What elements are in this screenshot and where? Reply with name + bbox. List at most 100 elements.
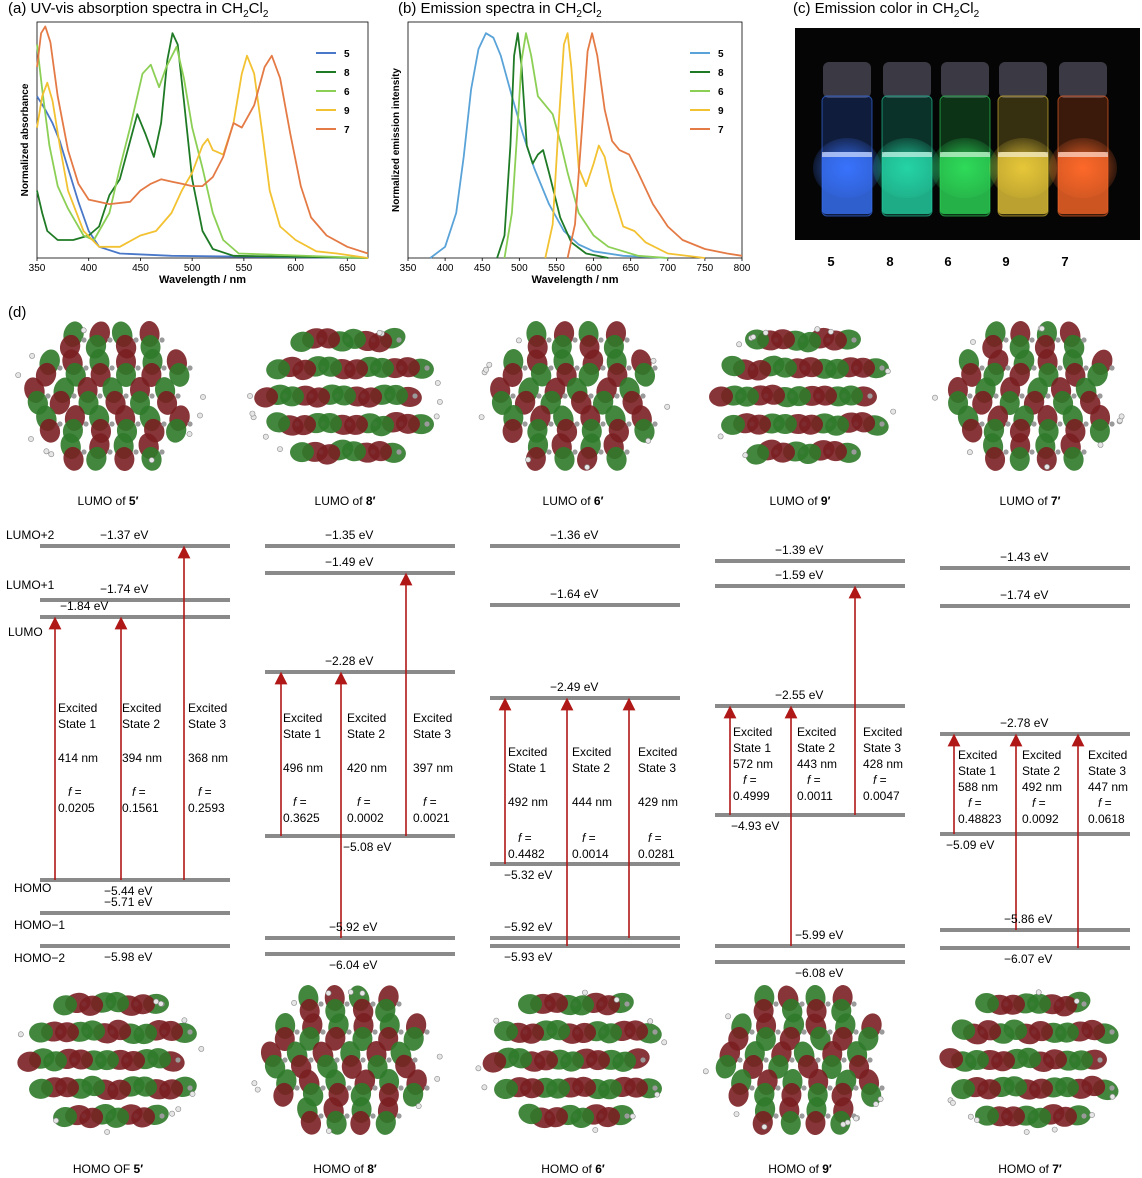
atom: [424, 421, 430, 427]
energy-value: −5.44 eV: [104, 884, 153, 898]
atom: [967, 393, 973, 399]
energy-value: −2.28 eV: [325, 654, 374, 668]
orbital-lobe: [747, 360, 772, 381]
state-label: State 2: [122, 717, 161, 731]
atom: [1031, 421, 1037, 427]
equals: =: [360, 795, 371, 809]
atom: [799, 1113, 805, 1119]
atom: [1057, 365, 1063, 371]
lumo-caption: LUMO of 9′: [700, 494, 900, 508]
orbital-lobe: [370, 357, 395, 378]
orbital-lobe: [43, 1051, 68, 1072]
energy-level-line: [40, 598, 230, 602]
hydrogen-atom: [80, 327, 87, 334]
energy-value: −1.37 eV: [100, 528, 149, 542]
hydrogen-atom: [582, 989, 588, 996]
excited-state-block: Excited State 3 397 nm f = 0.0021: [413, 710, 453, 826]
x-tick-label: 550: [548, 263, 565, 274]
orbital-lobe: [961, 362, 982, 387]
atom: [346, 1029, 352, 1035]
atom: [1109, 1029, 1115, 1035]
caption-prefix: LUMO of: [77, 494, 129, 508]
atom: [548, 365, 554, 371]
orbital-lobe: [402, 1082, 424, 1107]
atom: [574, 421, 580, 427]
state-label: State 3: [863, 741, 902, 755]
atom: [135, 365, 141, 371]
state-label: Excited: [797, 725, 837, 739]
compound-id: 9′: [820, 494, 831, 508]
hydrogen-atom: [877, 1096, 884, 1102]
atom: [652, 365, 658, 371]
atom: [1109, 365, 1115, 371]
wavelength: 496 nm: [283, 761, 324, 775]
energy-value: −5.32 eV: [504, 868, 553, 882]
orbital-lobe: [810, 1026, 831, 1051]
orbital-lobe: [546, 1078, 571, 1099]
emission-chart: 350 400 450 500 550 600 650 700 750 800 Wavelength…: [391, 21, 751, 286]
x-axis-label: Wavelength / nm: [532, 274, 619, 286]
orbital-plot: [939, 989, 1119, 1135]
atom: [1097, 1057, 1103, 1063]
f-symbol: f: [132, 785, 136, 799]
atom: [83, 421, 89, 427]
orbital-lobe: [384, 384, 409, 405]
orbital-lobe: [745, 329, 770, 350]
vial-label-8: 8: [886, 254, 894, 269]
atom: [308, 1057, 314, 1063]
atom: [1109, 421, 1115, 427]
vial-solution: [1058, 152, 1108, 214]
hydrogen-atom: [277, 446, 283, 452]
orbital-lobe: [316, 444, 341, 465]
orbital-lobe: [79, 1107, 104, 1129]
compound-id: 7′: [1052, 1162, 1062, 1176]
spacer: [283, 776, 323, 794]
panel-a-title: (a) UV-vis absorption spectra in CH2Cl2: [8, 0, 268, 20]
atom: [1031, 365, 1037, 371]
atom: [320, 1085, 326, 1091]
hydrogen-atom: [325, 990, 332, 996]
x-tick-label: 600: [585, 263, 602, 274]
atom: [386, 1057, 392, 1063]
hydrogen-atom: [53, 1117, 59, 1124]
x-tick-label: 750: [697, 263, 714, 274]
hydrogen-atom: [1109, 1093, 1116, 1100]
energy-level-line: [490, 944, 680, 948]
orbital-lobe: [546, 1019, 571, 1041]
hydrogen-atom: [762, 329, 769, 336]
equals: =: [876, 773, 887, 787]
series-line-9: [36, 54, 369, 259]
caption-prefix: HOMO of: [313, 1162, 368, 1176]
state-label: Excited: [638, 745, 678, 759]
atom: [109, 421, 115, 427]
orbital-lobe: [342, 328, 367, 349]
state-label: State 3: [1088, 764, 1127, 778]
subscript: 2: [243, 9, 249, 20]
orbital-lobe: [368, 441, 393, 462]
atom: [825, 1001, 831, 1007]
hydrogen-atom: [717, 433, 724, 440]
atom: [424, 1029, 430, 1035]
orbital-lobe: [396, 357, 421, 378]
homo-caption: HOMO of 6′: [473, 1162, 673, 1176]
oscillator-strength: 0.1561: [122, 801, 159, 815]
hydrogen-atom: [478, 414, 485, 420]
orbital-lobe: [300, 1110, 322, 1135]
caption-prefix: LUMO of: [314, 494, 366, 508]
energy-value: −5.98 eV: [104, 950, 153, 964]
orbital-lobe: [494, 1078, 519, 1099]
orbital-lobe: [494, 1021, 519, 1042]
excited-state-block: Excited State 2 444 nm f = 0.0014: [572, 744, 612, 862]
orbital-lobe: [332, 385, 357, 406]
orbital-lobe: [560, 1051, 585, 1072]
series-line-8: [36, 32, 369, 259]
orbital-lobe: [851, 412, 876, 433]
wavelength: 447 nm: [1088, 780, 1129, 794]
atom: [614, 393, 620, 399]
wavelength: 420 nm: [347, 761, 388, 775]
atom: [1081, 337, 1087, 343]
hydrogen-atom: [650, 357, 657, 364]
panel-c-title: (c) Emission color in CH2Cl2: [793, 0, 979, 20]
hydrogen-atom: [17, 1031, 24, 1038]
wavelength: 368 nm: [188, 751, 229, 765]
